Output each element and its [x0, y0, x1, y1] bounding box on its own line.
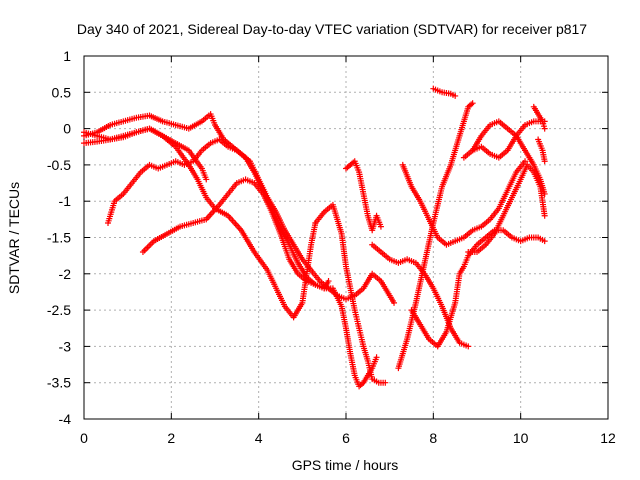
data-point-marker	[382, 379, 389, 386]
data-point-marker	[203, 176, 210, 183]
data-point-marker	[325, 278, 332, 285]
data-point-marker	[373, 354, 380, 361]
y-tick-label: -3	[59, 338, 72, 354]
y-tick-label: -2.5	[47, 302, 71, 318]
y-tick-label: 0.5	[52, 84, 72, 100]
y-tick-label: -1	[59, 193, 72, 209]
y-tick-label: -0.5	[47, 157, 71, 173]
data-point-marker	[541, 212, 548, 219]
data-point-marker	[541, 125, 548, 132]
series-track-10	[395, 100, 476, 372]
series-track-5	[139, 176, 380, 390]
series-track-11	[430, 85, 459, 99]
series-track-16	[530, 103, 548, 125]
series-track-9	[399, 158, 529, 248]
y-tick-label: -3.5	[47, 375, 71, 391]
data-point-marker	[391, 299, 398, 306]
x-tick-label: 4	[255, 430, 263, 446]
data-point-marker	[377, 223, 384, 230]
data-point-marker	[522, 158, 529, 165]
series-track-3	[81, 125, 319, 321]
x-tick-label: 8	[429, 430, 437, 446]
y-tick-label: 0	[63, 121, 71, 137]
x-tick-label: 0	[80, 430, 88, 446]
data-point-marker	[541, 238, 548, 245]
x-tick-label: 6	[342, 430, 350, 446]
x-tick-label: 2	[167, 430, 175, 446]
y-axis-label: SDTVAR / TECUs	[6, 182, 22, 294]
series-track-17	[535, 136, 548, 165]
data-point-marker	[541, 158, 548, 165]
data-point-marker	[452, 92, 459, 99]
data-point-marker	[469, 100, 476, 107]
series-track-2	[81, 111, 398, 306]
series-track-7	[343, 158, 384, 234]
series-track-12	[408, 227, 548, 350]
x-tick-label: 12	[600, 430, 616, 446]
y-tick-label: -1.5	[47, 230, 71, 246]
series-track-14	[469, 118, 548, 197]
data-point-marker	[541, 118, 548, 125]
y-tick-label: -4	[59, 411, 72, 427]
x-tick-label: 10	[513, 430, 529, 446]
series-track-1	[81, 125, 210, 183]
data-point-marker	[465, 343, 472, 350]
x-axis-label: GPS time / hours	[292, 457, 399, 473]
series-track-6	[312, 201, 389, 386]
series-track-15	[465, 161, 548, 256]
y-tick-label: 1	[63, 48, 71, 64]
chart-title: Day 340 of 2021, Sidereal Day-to-day VTE…	[77, 21, 587, 37]
y-tick-label: -2	[59, 266, 72, 282]
